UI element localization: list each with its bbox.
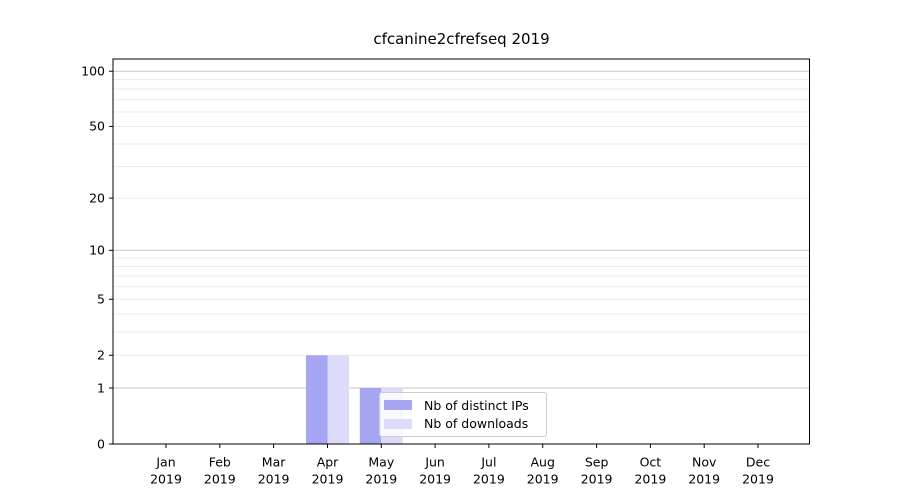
- x-tick-label-year: 2019: [688, 472, 720, 487]
- legend: Nb of distinct IPs Nb of downloads: [379, 392, 547, 437]
- x-tick-label-year: 2019: [258, 472, 290, 487]
- x-tick-label-month: Jan: [155, 455, 175, 470]
- chart-title: cfcanine2cfrefseq 2019: [373, 30, 550, 48]
- x-tick-label-year: 2019: [365, 472, 397, 487]
- x-tick-label-month: May: [368, 455, 394, 470]
- x-tick-label-year: 2019: [473, 472, 505, 487]
- legend-swatch-downloads: [384, 418, 412, 429]
- x-tick-label-month: Mar: [262, 455, 286, 470]
- x-tick-label-month: Sep: [585, 455, 609, 470]
- x-tick-label-month: Jul: [480, 455, 496, 470]
- x-tick-label-month: Jun: [424, 455, 445, 470]
- legend-label-downloads: Nb of downloads: [424, 416, 529, 432]
- x-tick-label-year: 2019: [150, 472, 182, 487]
- y-tick-label: 20: [89, 190, 105, 205]
- bar-distinct-ips-apr-2019: [306, 355, 328, 444]
- x-tick-label-month: Oct: [640, 455, 662, 470]
- legend-swatch-distinct-ips: [384, 400, 412, 411]
- bar-distinct-ips-may-2019: [359, 388, 382, 444]
- x-tick-label-year: 2019: [581, 472, 613, 487]
- x-tick-label-year: 2019: [742, 472, 774, 487]
- x-tick-label-year: 2019: [204, 472, 236, 487]
- x-tick-label-month: Apr: [317, 455, 339, 470]
- x-tick-label-month: Aug: [530, 455, 554, 470]
- y-tick-label: 2: [97, 348, 105, 363]
- legend-item-downloads: Nb of downloads: [380, 415, 546, 432]
- axes-spines: [112, 58, 810, 445]
- x-tick-label-year: 2019: [312, 472, 344, 487]
- legend-item-distinct-ips: Nb of distinct IPs: [380, 397, 546, 414]
- x-tick-label-month: Dec: [746, 455, 770, 470]
- y-tick-label: 10: [89, 243, 105, 258]
- y-tick-label: 5: [97, 292, 105, 307]
- bar-downloads-apr-2019: [327, 355, 349, 444]
- x-tick-label-year: 2019: [419, 472, 451, 487]
- y-tick-label: 50: [89, 119, 105, 134]
- legend-label-distinct-ips: Nb of distinct IPs: [424, 397, 529, 413]
- y-tick-label: 0: [97, 436, 105, 451]
- x-tick-label-month: Feb: [209, 455, 231, 470]
- y-tick-label: 1: [97, 380, 105, 395]
- x-tick-label-month: Nov: [692, 455, 717, 470]
- y-tick-label: 100: [81, 64, 105, 79]
- x-tick-label-year: 2019: [527, 472, 559, 487]
- x-tick-label-year: 2019: [634, 472, 666, 487]
